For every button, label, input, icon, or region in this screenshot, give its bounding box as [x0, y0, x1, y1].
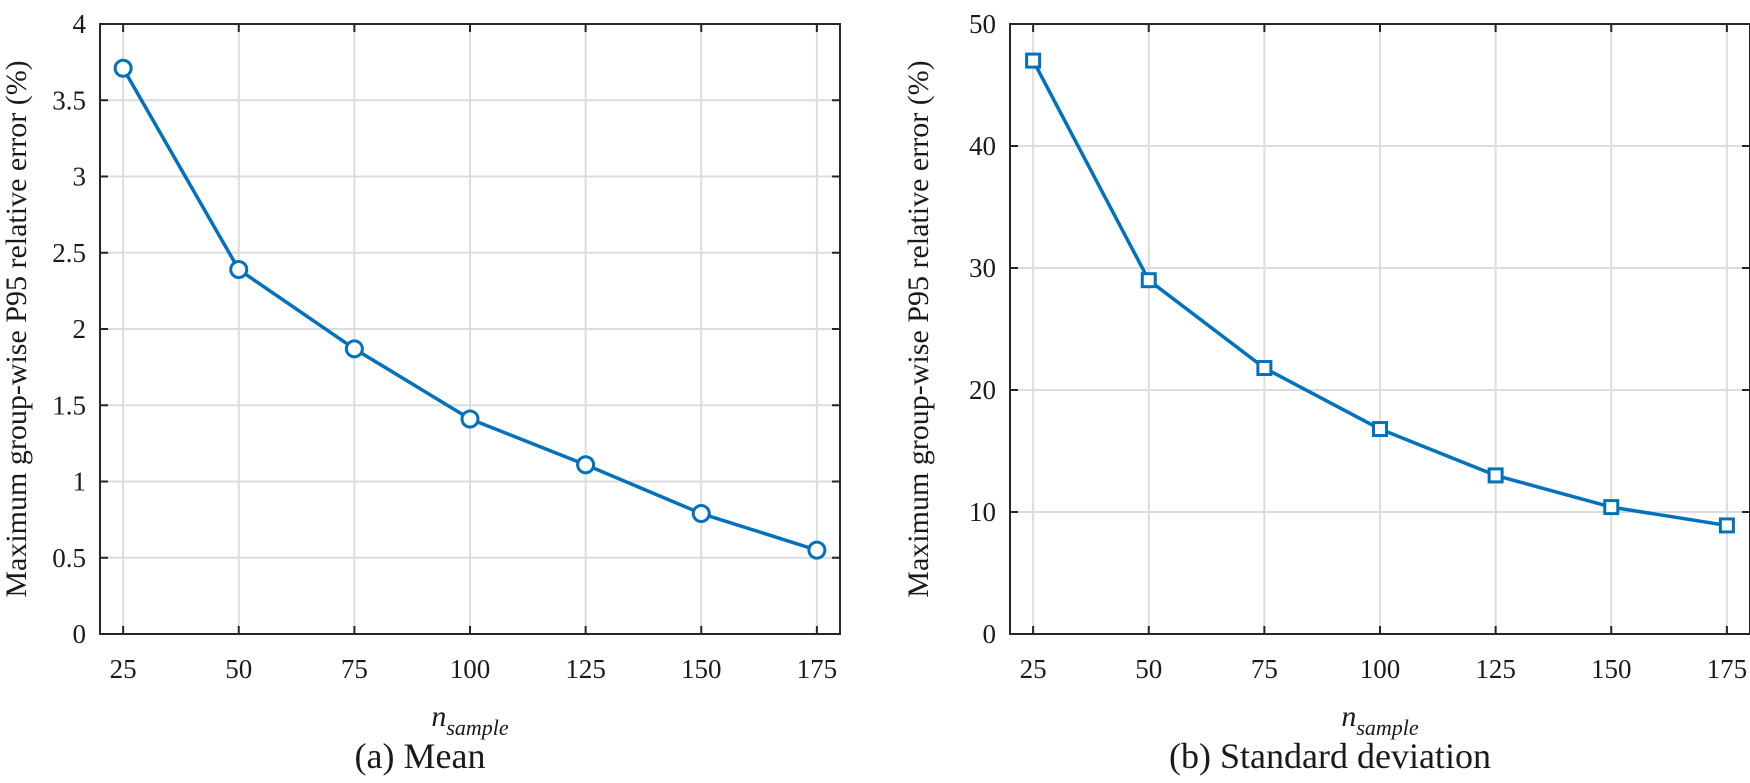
x-tick-label: 125: [565, 654, 606, 684]
y-tick-label: 0: [983, 619, 997, 649]
x-tick-label: 25: [110, 654, 137, 684]
chart-panel-mean: 25 50 75 100 125 150 175 0 0.5 1 1.5 2 2.5 3 3.5 4 Maxim…: [0, 9, 841, 776]
y-axis-label: Maximum group-wise P95 relative error (%…: [0, 60, 33, 597]
y-tick-label: 20: [969, 375, 996, 405]
y-tick-label: 3.5: [52, 85, 86, 115]
x-axis-label-main: n: [431, 700, 446, 733]
y-tick-label: 30: [969, 253, 996, 283]
x-tick-label: 150: [1591, 654, 1632, 684]
data-point: [807, 540, 827, 560]
y-tick-label: 4: [73, 9, 87, 39]
y-tick-label: 0: [73, 619, 87, 649]
x-tick-label: 175: [1707, 654, 1748, 684]
y-tick-label: 1: [73, 467, 87, 497]
x-tick-label: 175: [797, 654, 838, 684]
x-axis-label-subscript: sample: [446, 715, 509, 740]
x-tick-label: 100: [450, 654, 491, 684]
y-tick-label: 40: [969, 131, 996, 161]
data-point: [460, 409, 480, 429]
data-point: [1372, 421, 1388, 438]
y-tick-label: 50: [969, 9, 996, 39]
x-tick-label: 150: [681, 654, 722, 684]
data-point: [229, 260, 249, 280]
y-tick-label: 3: [73, 162, 87, 192]
data-point: [1256, 360, 1273, 377]
panel-caption: (b) Standard deviation: [1169, 736, 1491, 776]
data-point: [344, 339, 364, 359]
x-axis-label: nsample: [1341, 700, 1419, 740]
data-point: [1140, 272, 1157, 289]
data-point: [113, 58, 133, 78]
chart-panel-std: 25 50 75 100 125 150 175 0 10 20 30 40 50 Maximum gro…: [902, 9, 1750, 776]
x-tick-label: 25: [1020, 654, 1047, 684]
data-point: [1603, 499, 1620, 516]
data-point: [576, 455, 596, 475]
y-tick-label: 0.5: [52, 543, 86, 573]
panel-caption: (a) Mean: [355, 736, 486, 776]
data-point: [1025, 52, 1042, 69]
x-tick-label: 50: [1135, 654, 1162, 684]
x-tick-label: 50: [225, 654, 252, 684]
data-point: [1487, 467, 1504, 484]
x-axis-label: nsample: [431, 700, 509, 740]
x-tick-label: 100: [1360, 654, 1401, 684]
y-tick-label: 2.5: [52, 238, 86, 268]
y-tick-label: 2: [73, 314, 87, 344]
y-tick-label: 1.5: [52, 390, 86, 420]
x-tick-label: 75: [1251, 654, 1278, 684]
x-axis-label-main: n: [1341, 700, 1356, 733]
data-point: [1718, 517, 1735, 534]
data-point: [691, 504, 711, 524]
x-axis-label-subscript: sample: [1356, 715, 1419, 740]
x-tick-label: 75: [341, 654, 368, 684]
y-tick-label: 10: [969, 497, 996, 527]
y-axis-label: Maximum group-wise P95 relative error (%…: [902, 60, 935, 597]
x-tick-label: 125: [1475, 654, 1516, 684]
